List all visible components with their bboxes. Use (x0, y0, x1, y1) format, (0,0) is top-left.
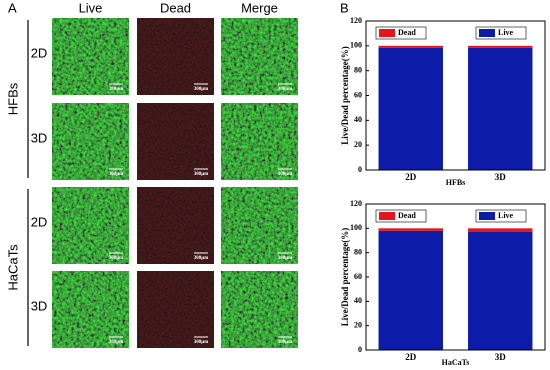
y-axis-label: Live/Dead percentage(%) (340, 228, 350, 327)
row-label: 2D (31, 45, 48, 60)
legend-label: Dead (398, 211, 416, 220)
y-tick-label: 120 (350, 16, 362, 25)
bar-segment (468, 45, 533, 48)
y-tick-label: 100 (350, 223, 362, 232)
scale-bar-label: 300μm (194, 340, 209, 345)
x-axis-label: HFBs (446, 178, 466, 187)
micrograph-texture (221, 187, 298, 264)
bar-segment (378, 47, 443, 171)
row-label: 3D (31, 130, 48, 145)
bar-segment (378, 45, 443, 48)
bar-segment (378, 228, 443, 231)
y-tick-label: 80 (354, 65, 362, 74)
legend-label: Live (498, 211, 514, 220)
legend-swatch (479, 212, 495, 220)
y-tick-label: 60 (354, 272, 362, 281)
y-tick-label: 120 (350, 199, 362, 208)
x-tick-label: 2D (405, 172, 417, 182)
legend-swatch (379, 212, 395, 220)
scale-bar-label: 300μm (278, 340, 293, 345)
scale-bar-label: 300μm (109, 256, 124, 261)
micrograph-texture (137, 18, 214, 95)
y-tick-label: 20 (354, 320, 362, 329)
y-axis-label: Live/Dead percentage(%) (340, 46, 350, 145)
scale-bar-label: 300μm (194, 256, 209, 261)
y-tick-label: 0 (358, 165, 362, 174)
legend-label: Live (498, 28, 514, 37)
panel-label: A (8, 0, 17, 15)
legend-swatch (379, 29, 395, 37)
micrograph-texture (52, 18, 129, 95)
x-tick-label: 3D (495, 172, 507, 182)
micrograph-texture (221, 103, 298, 180)
micrograph-texture (137, 271, 214, 348)
scale-bar-label: 300μm (109, 87, 124, 92)
scale-bar-label: 300μm (194, 87, 209, 92)
y-tick-label: 40 (354, 115, 362, 124)
group-label: HaCaTs (5, 244, 20, 291)
plot-frame (365, 203, 546, 351)
y-tick-label: 0 (358, 345, 362, 354)
micrograph-texture (52, 271, 129, 348)
legend-swatch (479, 29, 495, 37)
scale-bar-label: 300μm (278, 87, 293, 92)
legend-label: Dead (398, 28, 416, 37)
scale-bar-label: 300μm (109, 172, 124, 177)
bar-segment (468, 231, 533, 350)
x-axis-label: HaCaTs (442, 358, 470, 367)
scale-bar-label: 300μm (109, 340, 124, 345)
y-tick-label: 100 (350, 41, 362, 50)
column-header: Dead (160, 0, 191, 15)
column-header: Live (79, 0, 103, 15)
micrograph-texture (137, 103, 214, 180)
y-tick-label: 60 (354, 90, 362, 99)
x-tick-label: 3D (495, 352, 507, 362)
scale-bar-label: 300μm (278, 256, 293, 261)
group-label: HFBs (5, 82, 20, 115)
row-label: 3D (31, 298, 48, 313)
bar-segment (468, 228, 533, 232)
micrograph-texture (221, 271, 298, 348)
column-header: Merge (241, 0, 278, 15)
bar-segment (468, 47, 533, 171)
micrograph-texture (137, 187, 214, 264)
y-tick-label: 20 (354, 140, 362, 149)
micrograph-texture (52, 103, 129, 180)
plot-frame (365, 20, 546, 171)
micrograph-texture (52, 187, 129, 264)
y-tick-label: 80 (354, 247, 362, 256)
row-label: 2D (31, 214, 48, 229)
y-tick-label: 40 (354, 296, 362, 305)
micrograph-texture (221, 18, 298, 95)
scale-bar-label: 300μm (278, 172, 293, 177)
bar-segment (378, 230, 443, 350)
scale-bar-label: 300μm (194, 172, 209, 177)
x-tick-label: 2D (405, 352, 417, 362)
panel-label: B (340, 0, 349, 15)
